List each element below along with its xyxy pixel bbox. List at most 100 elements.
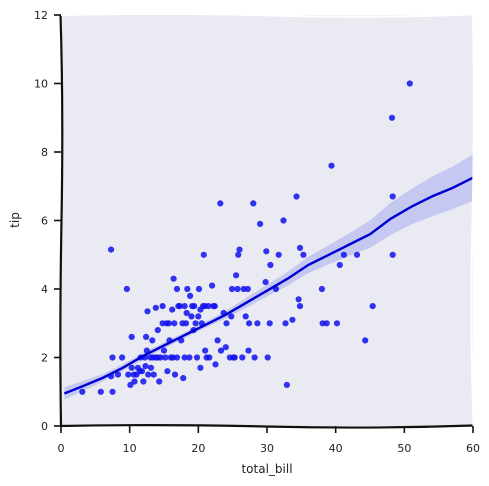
- data-point: [369, 303, 376, 310]
- data-point: [197, 364, 204, 371]
- data-point: [173, 285, 181, 293]
- data-point: [195, 313, 202, 320]
- x-tick-label: 60: [466, 442, 480, 455]
- data-point: [145, 371, 152, 378]
- data-point: [159, 303, 166, 310]
- data-point: [389, 251, 396, 258]
- data-point: [406, 80, 413, 87]
- data-point: [211, 303, 218, 310]
- data-point: [328, 162, 335, 169]
- data-point: [228, 313, 235, 320]
- data-point: [205, 303, 212, 310]
- data-point: [154, 327, 161, 334]
- data-point: [186, 354, 193, 361]
- data-point: [282, 320, 289, 327]
- data-point: [157, 354, 164, 361]
- data-point: [181, 354, 188, 361]
- data-point: [142, 363, 149, 370]
- data-point: [184, 285, 191, 293]
- data-point: [333, 320, 341, 327]
- data-point: [236, 246, 243, 253]
- data-point: [251, 354, 258, 361]
- data-point: [192, 320, 199, 327]
- data-point: [162, 354, 169, 361]
- x-tick-label: 0: [58, 442, 65, 455]
- data-point: [275, 251, 282, 258]
- data-point: [119, 354, 126, 361]
- data-point: [217, 200, 224, 207]
- data-point: [182, 320, 190, 327]
- data-point: [97, 388, 104, 395]
- data-point: [164, 368, 171, 375]
- data-point: [212, 361, 219, 368]
- data-point: [109, 388, 116, 395]
- x-tick-label: 30: [260, 442, 274, 455]
- y-tick-label: 4: [41, 283, 48, 296]
- y-tick-label: 12: [34, 9, 48, 22]
- data-point: [127, 381, 134, 388]
- data-point: [246, 320, 253, 327]
- data-point: [209, 282, 216, 289]
- data-point: [200, 251, 207, 258]
- data-point: [114, 371, 122, 378]
- x-axis-label: total_bill: [241, 462, 292, 476]
- x-axis-line: [60, 424, 474, 429]
- data-point: [206, 354, 213, 361]
- data-point: [128, 333, 135, 340]
- data-point: [295, 296, 302, 303]
- data-point: [239, 354, 246, 361]
- x-tick-label: 20: [191, 442, 205, 455]
- data-point: [156, 378, 163, 385]
- data-point: [147, 364, 155, 371]
- y-axis-line: [59, 14, 64, 427]
- data-point: [257, 220, 264, 227]
- data-point: [293, 193, 300, 200]
- x-tick-label: 10: [123, 442, 137, 455]
- data-point: [389, 193, 396, 200]
- data-point: [191, 303, 198, 310]
- data-point: [123, 285, 130, 293]
- data-point: [79, 388, 86, 395]
- data-points: [79, 80, 413, 395]
- y-tick-label: 2: [41, 352, 48, 365]
- data-point: [245, 347, 252, 354]
- data-point: [242, 313, 249, 320]
- data-point: [171, 320, 178, 327]
- data-point: [160, 347, 168, 354]
- data-point: [128, 364, 135, 371]
- confidence-band: [64, 154, 474, 400]
- y-tick-label: 6: [41, 215, 48, 228]
- right-border: [470, 14, 475, 427]
- data-point: [152, 304, 159, 311]
- data-point: [254, 320, 261, 327]
- data-point: [264, 354, 271, 361]
- data-point: [234, 285, 241, 293]
- data-point: [183, 309, 190, 317]
- data-point: [217, 347, 225, 354]
- data-point: [140, 378, 147, 385]
- data-point: [228, 285, 236, 293]
- data-point: [296, 244, 304, 251]
- data-point: [318, 285, 325, 293]
- data-point: [336, 261, 343, 269]
- data-point: [353, 251, 361, 258]
- data-point: [143, 333, 150, 340]
- data-point: [188, 313, 195, 320]
- data-point: [108, 246, 115, 253]
- data-point: [195, 285, 203, 293]
- data-point: [289, 316, 296, 323]
- data-point: [138, 368, 146, 375]
- x-tick-label: 40: [329, 442, 343, 455]
- data-point: [222, 344, 229, 351]
- data-point: [181, 303, 188, 310]
- data-point: [170, 275, 177, 282]
- data-point: [214, 337, 221, 344]
- data-point: [266, 320, 273, 327]
- data-point: [267, 261, 274, 269]
- regression-line: [63, 176, 474, 395]
- data-point: [233, 272, 240, 279]
- data-point: [187, 292, 194, 299]
- y-axis-label: tip: [8, 212, 22, 228]
- data-point: [323, 320, 330, 327]
- data-point: [202, 347, 209, 354]
